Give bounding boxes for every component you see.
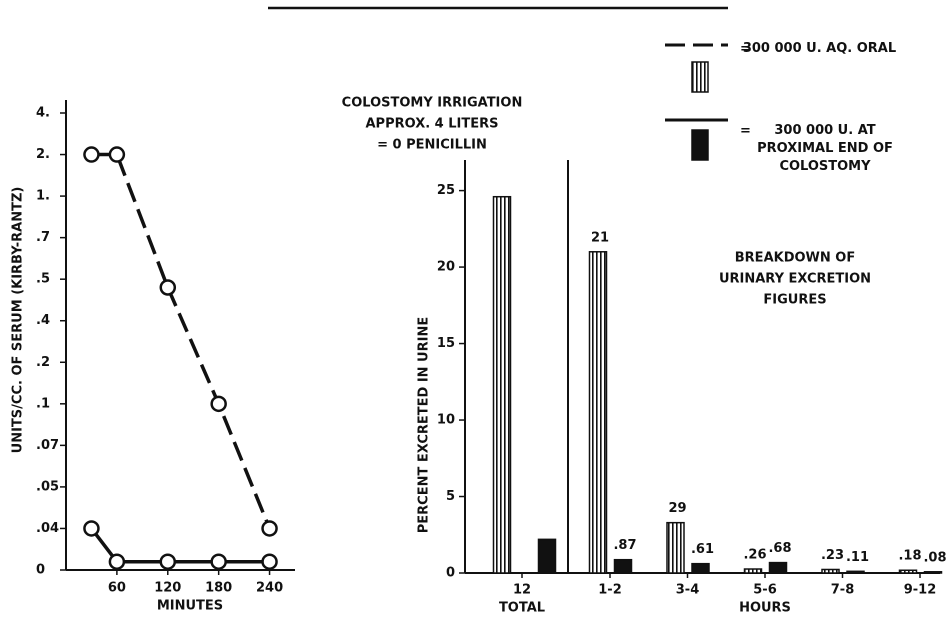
legend-swatch xyxy=(691,129,709,161)
group-label: HOURS xyxy=(739,601,791,616)
value-label: .26 xyxy=(743,548,766,563)
data-point xyxy=(210,553,227,570)
annotation: COLOSTOMY IRRIGATION xyxy=(342,96,523,111)
x-tick-label: 3-4 xyxy=(676,583,700,598)
y-tick-label: .1 xyxy=(36,396,50,411)
value-label: .61 xyxy=(691,542,714,557)
y-tick-label: .2 xyxy=(36,355,50,370)
x-tick-label: 12 xyxy=(513,583,531,598)
annotation: APPROX. 4 LITERS xyxy=(365,117,498,132)
x-tick-label: 60 xyxy=(108,581,126,596)
y-tick-label: 2. xyxy=(36,147,50,162)
value-label: .23 xyxy=(821,548,844,563)
bar xyxy=(492,195,512,574)
value-label: .08 xyxy=(923,550,946,565)
group-label: TOTAL xyxy=(499,601,545,616)
y-tick-label: .4 xyxy=(36,313,50,328)
y-tick-label: .05 xyxy=(36,479,59,494)
y-tick-label: 0 xyxy=(446,566,455,581)
legend-swatch xyxy=(691,61,709,93)
data-point xyxy=(83,146,100,163)
x-tick-label: 7-8 xyxy=(831,583,855,598)
bar xyxy=(743,568,763,574)
y-tick-label: 20 xyxy=(437,260,455,275)
y-tick-label: 5 xyxy=(446,489,455,504)
legend-label: 300 000 U. AQ. ORAL xyxy=(742,41,897,56)
legend-label: 300 000 U. AT PROXIMAL END OF COLOSTOMY xyxy=(757,123,893,174)
bar xyxy=(923,571,943,574)
value-label: .18 xyxy=(898,549,921,564)
y-tick-label: .7 xyxy=(36,230,50,245)
annotation: FIGURES xyxy=(763,293,826,308)
value-label: .68 xyxy=(768,541,791,556)
y-axis-label: UNITS/CC. OF SERUM (KIRBY-RANTZ) xyxy=(11,187,26,454)
x-tick-label: 1-2 xyxy=(598,583,622,598)
bar xyxy=(898,569,918,574)
value-label: 29 xyxy=(668,501,686,516)
bar xyxy=(666,521,685,574)
y-tick-label: 4. xyxy=(36,106,50,121)
annotation: BREAKDOWN OF xyxy=(735,251,855,266)
bar xyxy=(588,251,608,574)
y-tick-label: 15 xyxy=(437,336,455,351)
legend-separator: = xyxy=(740,42,751,57)
bar xyxy=(821,568,840,574)
data-point xyxy=(261,520,278,537)
data-point xyxy=(83,520,100,537)
data-line xyxy=(91,152,272,530)
y-tick-label: 10 xyxy=(437,413,455,428)
x-tick-label: 9-12 xyxy=(904,583,937,598)
data-point xyxy=(108,553,126,570)
bar xyxy=(613,558,633,574)
legend-separator: = xyxy=(740,124,751,139)
data-point xyxy=(261,553,278,570)
data-point xyxy=(159,553,177,570)
y-tick-label: .04 xyxy=(36,521,59,536)
x-tick-label: 240 xyxy=(256,581,283,596)
bar xyxy=(846,570,865,574)
data-point xyxy=(159,279,177,296)
value-label: 21 xyxy=(591,230,609,245)
y-tick-label: 25 xyxy=(437,183,455,198)
data-point xyxy=(210,395,227,413)
data-point xyxy=(108,146,126,163)
y-axis-label: PERCENT EXCRETED IN URINE xyxy=(417,317,432,533)
annotation: URINARY EXCRETION xyxy=(719,272,871,287)
x-tick-label: 120 xyxy=(154,581,181,596)
y-tick-label: 0 xyxy=(36,563,45,578)
x-tick-label: 5-6 xyxy=(753,583,777,598)
value-label: .87 xyxy=(613,538,636,553)
annotation: = 0 PENICILLIN xyxy=(377,138,487,153)
bar xyxy=(768,561,788,574)
y-tick-label: 1. xyxy=(36,189,50,204)
bar xyxy=(691,562,710,574)
bar xyxy=(537,538,557,574)
x-tick-label: 180 xyxy=(205,581,232,596)
x-axis-label: MINUTES xyxy=(157,599,223,614)
value-label: .11 xyxy=(846,550,869,565)
y-tick-label: .07 xyxy=(36,438,59,453)
y-tick-label: .5 xyxy=(36,272,50,287)
